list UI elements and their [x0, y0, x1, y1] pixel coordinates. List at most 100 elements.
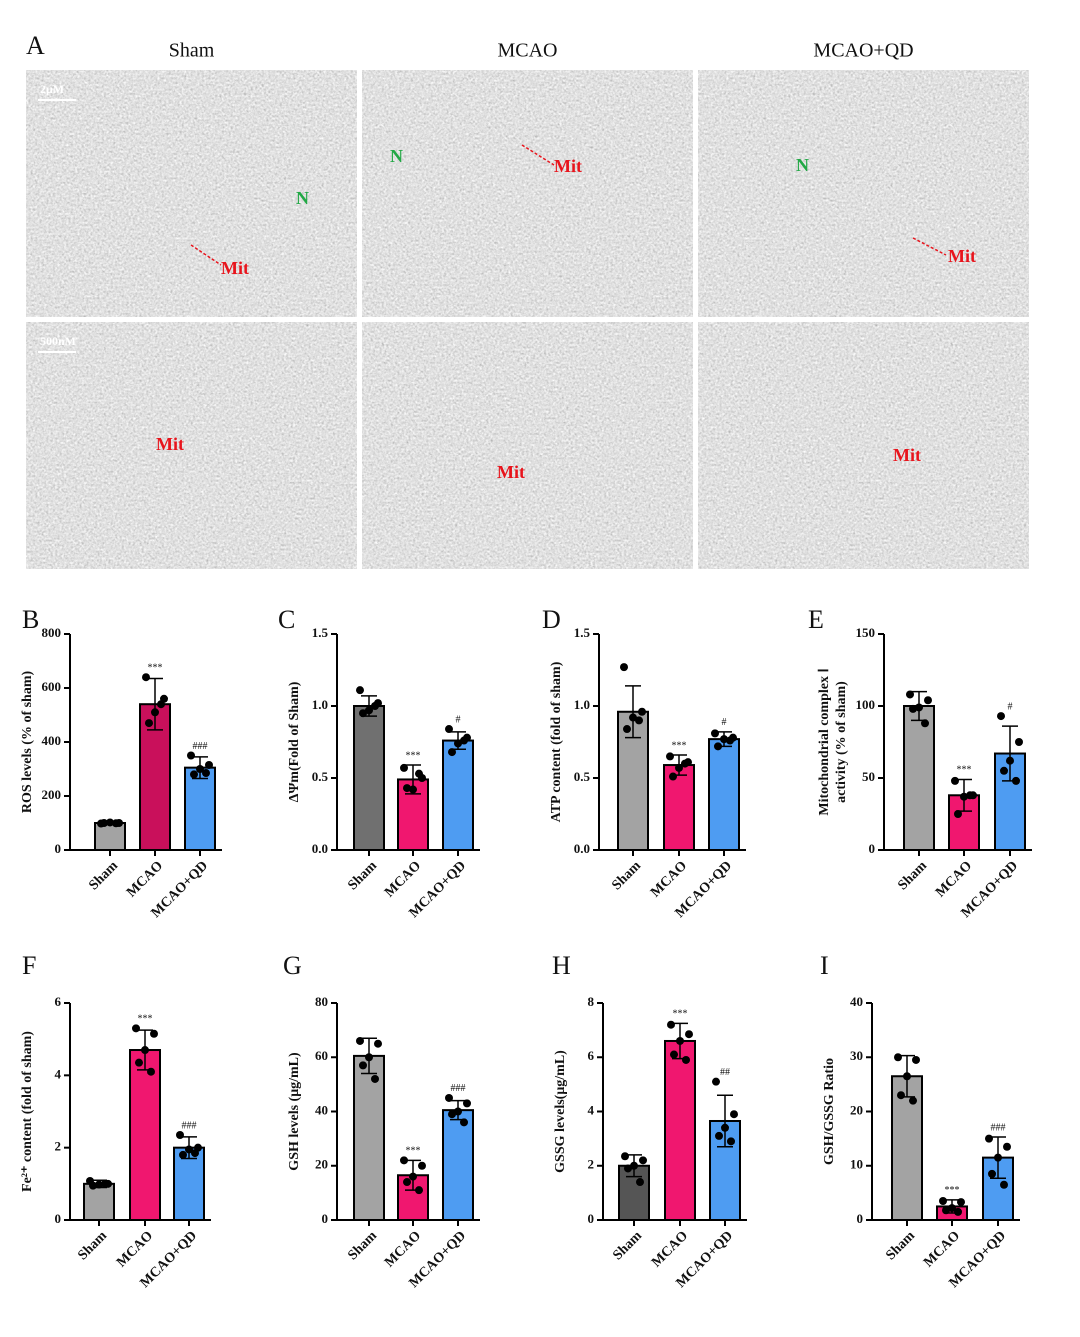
- data-point: [151, 708, 159, 717]
- bar: [353, 1054, 385, 1222]
- mitochondria-label: Mit: [497, 462, 525, 482]
- panel-letter: B: [22, 605, 39, 634]
- data-point: [714, 742, 722, 751]
- data-point: [897, 1091, 905, 1100]
- micrograph: [698, 70, 1029, 317]
- y-axis-label: GSSG levels(μg/mL): [553, 1050, 568, 1173]
- x-tick-label: MCAO: [648, 858, 690, 900]
- mitochondria-label: Mit: [221, 258, 249, 278]
- data-point: [666, 752, 674, 761]
- data-point: [721, 1123, 729, 1132]
- nucleus-label: N: [296, 188, 309, 208]
- y-axis-label: ATP content (fold of sham): [549, 661, 564, 822]
- significance-label: ***: [672, 740, 687, 751]
- data-point: [909, 1096, 917, 1105]
- significance-label: ***: [138, 1014, 153, 1025]
- y-tick-label: 1.0: [574, 697, 590, 712]
- x-tick-label: Sham: [610, 1228, 645, 1263]
- significance-label: ##: [720, 1067, 730, 1078]
- y-tick-label: 100: [856, 697, 876, 712]
- y-tick-label: 0: [857, 1211, 864, 1226]
- data-point: [960, 792, 968, 801]
- data-point: [460, 1118, 468, 1127]
- data-point: [176, 1131, 184, 1140]
- x-tick-label: Sham: [86, 858, 121, 893]
- micrograph: [26, 70, 357, 317]
- data-point: [463, 1099, 471, 1108]
- micrograph: [362, 70, 693, 317]
- x-tick-label: Sham: [895, 858, 930, 893]
- arrow: [521, 144, 555, 166]
- data-point: [630, 1161, 638, 1170]
- y-tick-label: 0: [588, 1211, 595, 1226]
- y-tick-label: 2: [55, 1139, 62, 1154]
- bar: [442, 739, 474, 851]
- data-point: [720, 735, 728, 744]
- data-point: [675, 763, 683, 772]
- data-point: [460, 736, 468, 745]
- data-point: [359, 1061, 367, 1070]
- data-point: [957, 1198, 965, 1207]
- y-axis-label: ROS levels (% of sham): [20, 671, 35, 814]
- data-point: [629, 713, 637, 722]
- data-point: [205, 760, 213, 769]
- y-tick-label: 20: [850, 1102, 863, 1117]
- significance-label: ***: [957, 765, 972, 776]
- data-point: [445, 725, 453, 734]
- y-tick-label: 1.5: [574, 625, 591, 640]
- data-point: [638, 707, 646, 716]
- y-tick-label: 600: [42, 679, 62, 694]
- data-point: [1012, 776, 1020, 785]
- data-point: [997, 712, 1005, 721]
- y-tick-label: 30: [850, 1048, 863, 1063]
- micrograph: [362, 322, 693, 569]
- significance-label: ***: [945, 1185, 960, 1196]
- y-tick-label: 400: [42, 733, 62, 748]
- data-point: [101, 1179, 109, 1188]
- data-point: [400, 763, 408, 772]
- data-point: [359, 709, 367, 718]
- data-point: [196, 765, 204, 773]
- data-point: [409, 785, 417, 794]
- data-point: [415, 769, 423, 778]
- significance-label: ###: [451, 1083, 466, 1094]
- y-tick-label: 800: [42, 625, 62, 640]
- data-point: [623, 725, 631, 734]
- bar: [442, 1109, 474, 1222]
- y-tick-label: 50: [862, 769, 875, 784]
- x-tick-label: Sham: [345, 1228, 380, 1263]
- panel-letter: H: [552, 951, 571, 980]
- data-point: [365, 1053, 373, 1062]
- x-tick-label: Sham: [75, 1228, 110, 1263]
- y-tick-label: 6: [588, 1048, 595, 1063]
- data-point: [448, 748, 456, 757]
- y-tick-label: 0: [55, 841, 62, 856]
- y-axis-label: activity (% of sham): [834, 681, 849, 803]
- y-tick-label: 1.5: [312, 625, 329, 640]
- data-point: [715, 1131, 723, 1140]
- data-point: [621, 1152, 629, 1161]
- data-point: [639, 1156, 647, 1165]
- significance-label: ***: [406, 750, 421, 761]
- error-bar: [625, 685, 641, 739]
- y-tick-label: 8: [588, 994, 595, 1009]
- data-point: [903, 1072, 911, 1081]
- column-header: Sham: [169, 40, 215, 62]
- nucleus-label: N: [796, 155, 809, 175]
- data-point: [179, 1150, 187, 1159]
- data-point: [415, 1186, 423, 1195]
- mitochondria-label: Mit: [156, 434, 184, 454]
- data-point: [620, 663, 628, 672]
- data-point: [1000, 766, 1008, 775]
- data-point: [141, 1046, 149, 1055]
- y-tick-label: 6: [55, 994, 62, 1009]
- data-point: [403, 784, 411, 793]
- data-point: [669, 772, 677, 781]
- data-point: [445, 1093, 453, 1102]
- significance-label: ***: [673, 1009, 688, 1020]
- data-point: [670, 1050, 678, 1059]
- data-point: [948, 1204, 956, 1213]
- y-tick-label: 80: [315, 994, 328, 1009]
- x-tick-label: MCAO: [649, 1228, 691, 1270]
